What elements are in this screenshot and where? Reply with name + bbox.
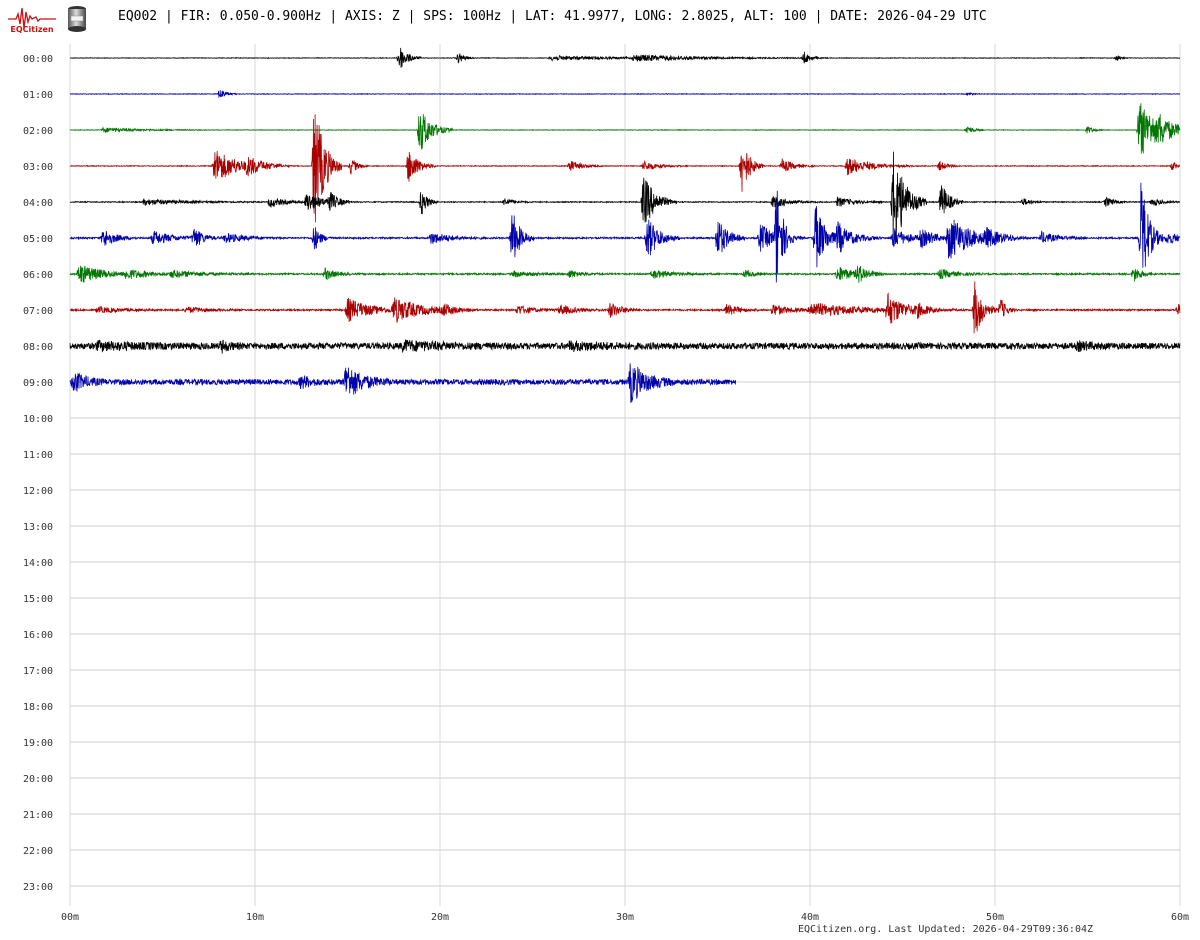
seismogram-trace-0600 xyxy=(69,265,1181,283)
x-tick-label: 60m xyxy=(1171,912,1189,922)
hour-label: 21:00 xyxy=(23,810,53,821)
x-tick-label: 20m xyxy=(431,912,449,922)
seismogram-trace-0300 xyxy=(69,114,1181,223)
hour-label: 12:00 xyxy=(23,486,53,497)
hour-label: 09:00 xyxy=(23,378,53,389)
seismogram-trace-0000 xyxy=(69,47,1181,68)
hour-label: 04:00 xyxy=(23,198,53,209)
x-tick-label: 30m xyxy=(616,912,634,922)
seismogram-trace-0700 xyxy=(69,281,1181,334)
x-tick-label: 10m xyxy=(246,912,264,922)
hour-label: 23:00 xyxy=(23,882,53,893)
hour-label: 14:00 xyxy=(23,558,53,569)
hour-label: 06:00 xyxy=(23,270,53,281)
hour-label: 08:00 xyxy=(23,342,53,353)
x-tick-label: 00m xyxy=(61,912,79,922)
hour-label: 17:00 xyxy=(23,666,53,677)
hour-label: 11:00 xyxy=(23,450,53,461)
hour-label: 13:00 xyxy=(23,522,53,533)
hour-label: 10:00 xyxy=(23,414,53,425)
seismogram-trace-0900 xyxy=(69,363,737,403)
seismogram-trace-0400 xyxy=(69,151,1181,246)
header: EQCitizen EQ002 | FIR: 0.050-0.900Hz | A… xyxy=(0,0,1200,40)
hour-label: 02:00 xyxy=(23,126,53,137)
seismogram-trace-0100 xyxy=(69,90,1181,99)
hour-label: 00:00 xyxy=(23,54,53,65)
seismogram-trace-0500 xyxy=(69,182,1181,283)
x-tick-label: 50m xyxy=(986,912,1004,922)
hour-label: 16:00 xyxy=(23,630,53,641)
seismometer-sensor-icon xyxy=(68,6,86,32)
hour-label: 03:00 xyxy=(23,162,53,173)
hour-label: 07:00 xyxy=(23,306,53,317)
logo-text: EQCitizen xyxy=(10,25,54,34)
station-title: EQ002 | FIR: 0.050-0.900Hz | AXIS: Z | S… xyxy=(118,9,987,24)
hour-label: 15:00 xyxy=(23,594,53,605)
hour-label: 19:00 xyxy=(23,738,53,749)
hour-label: 01:00 xyxy=(23,90,53,101)
hour-label: 18:00 xyxy=(23,702,53,713)
hour-label: 20:00 xyxy=(23,774,53,785)
seismogram-trace-0800 xyxy=(69,339,1181,354)
hour-label: 22:00 xyxy=(23,846,53,857)
hour-label: 05:00 xyxy=(23,234,53,245)
eqcitizen-logo xyxy=(8,7,56,29)
last-updated-note: EQCitizen.org. Last Updated: 2026-04-29T… xyxy=(798,924,1094,935)
x-tick-label: 40m xyxy=(801,912,819,922)
seismogram-trace-0200 xyxy=(69,103,1181,154)
